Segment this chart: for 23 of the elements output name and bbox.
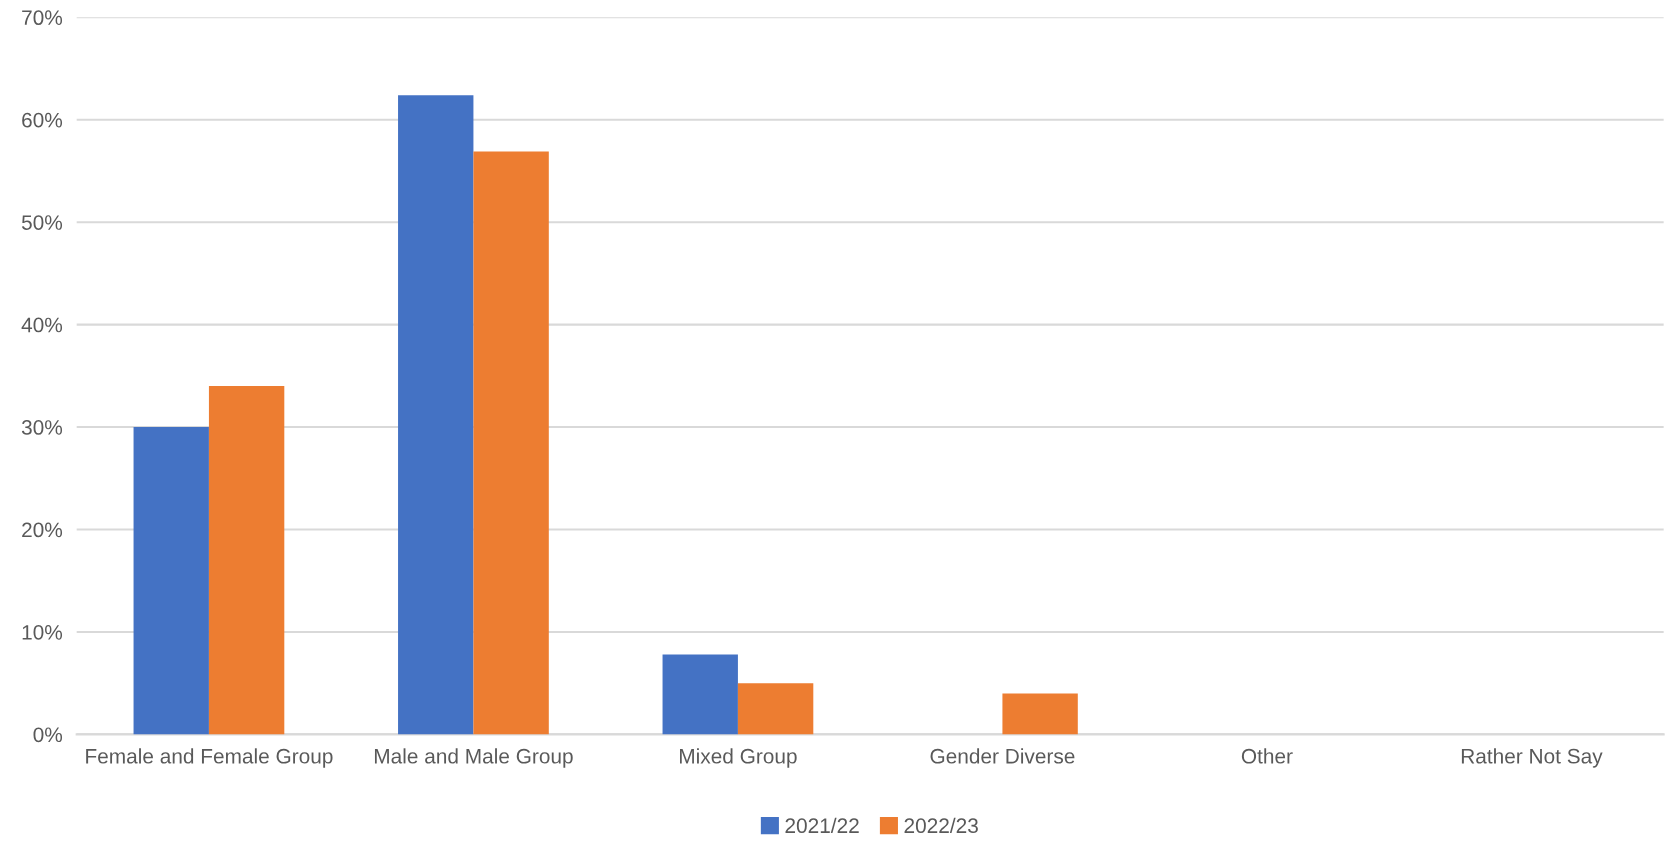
y-tick-label: 50%	[21, 215, 63, 230]
y-tick-label: 20%	[22, 522, 63, 538]
x-tick-label: Rather Not Say	[1461, 748, 1603, 768]
y-tick-label: 60%	[22, 112, 63, 128]
y-tick-label: 0%	[33, 727, 63, 743]
bar	[737, 683, 814, 735]
bar	[662, 654, 738, 735]
bar	[1002, 693, 1078, 735]
bar	[208, 386, 285, 735]
x-tick-label: Male and Male Group	[374, 748, 573, 768]
y-tick-label: 30%	[21, 420, 63, 435]
y-tick-label: 40%	[21, 317, 63, 333]
legend-label: 2022/23	[904, 817, 978, 834]
bar	[133, 427, 209, 735]
x-tick-label: Other	[1241, 748, 1293, 764]
bar	[473, 151, 549, 735]
y-tick-label: 70%	[22, 10, 63, 26]
y-tick-label: 10%	[22, 624, 63, 640]
x-tick-label: Gender Diverse	[930, 748, 1075, 764]
legend-label: 2021/22	[785, 817, 859, 834]
bar	[398, 95, 474, 735]
x-tick-label: Female and Female Group	[86, 748, 333, 768]
x-tick-label: Mixed Group	[680, 748, 797, 768]
